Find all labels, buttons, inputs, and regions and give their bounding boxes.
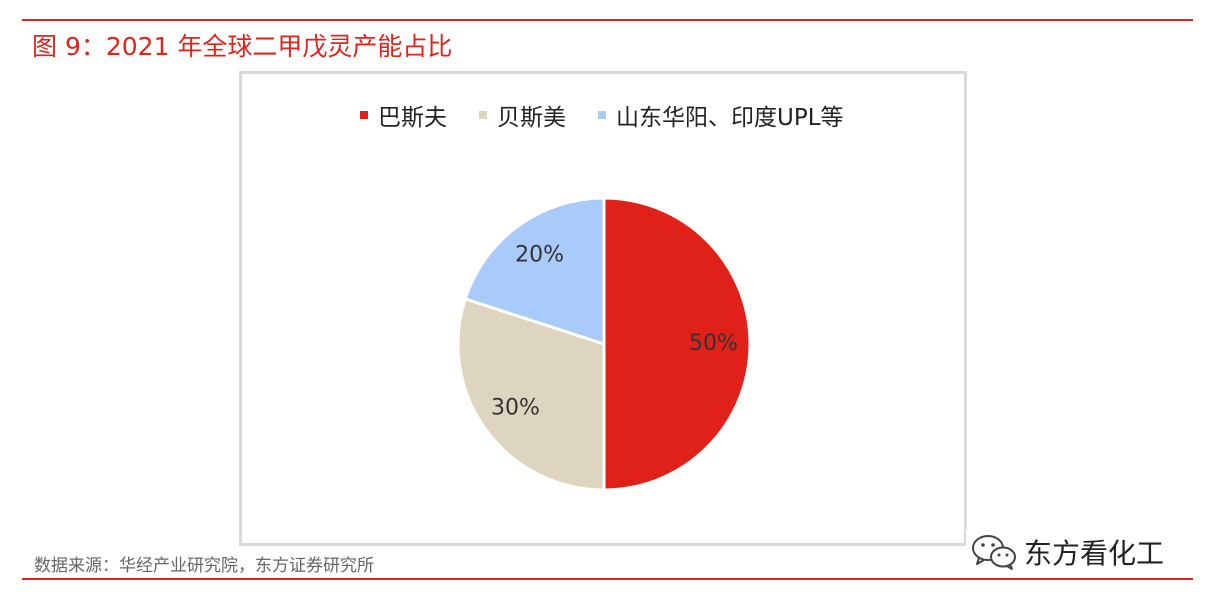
pie-slice-3	[463, 196, 606, 346]
legend-item-besmei: 贝斯美	[479, 98, 566, 132]
pie-slice-1	[602, 196, 752, 492]
slice-value-label: 50%	[689, 331, 738, 356]
top-rule	[22, 19, 1193, 21]
watermark-text: 东方看化工	[1024, 537, 1165, 570]
legend-item-others: 山东华阳、印度UPL等	[598, 98, 844, 132]
pie-chart: 50% 30% 20%	[456, 196, 752, 492]
pie-slice-2	[456, 297, 606, 492]
legend-swatch	[360, 111, 368, 119]
watermark: 东方看化工	[966, 530, 1169, 574]
slice-value-label: 20%	[515, 242, 564, 267]
wechat-icon	[972, 535, 1016, 570]
legend-item-basf: 巴斯夫	[360, 98, 447, 132]
legend-swatch	[598, 111, 606, 119]
chart-frame: 巴斯夫 贝斯美 山东华阳、印度UPL等 50% 30% 20%	[239, 71, 967, 546]
slice-value-label: 30%	[491, 395, 540, 420]
source-note: 数据来源：华经产业研究院，东方证券研究所	[34, 556, 374, 576]
figure-title: 图 9：2021 年全球二甲戊灵产能占比	[32, 32, 453, 61]
legend-swatch	[479, 111, 487, 119]
legend: 巴斯夫 贝斯美 山东华阳、印度UPL等	[360, 98, 844, 132]
legend-label: 贝斯美	[497, 105, 566, 131]
legend-label: 山东华阳、印度UPL等	[616, 105, 844, 131]
bottom-rule	[22, 578, 1193, 580]
legend-label: 巴斯夫	[378, 105, 447, 131]
